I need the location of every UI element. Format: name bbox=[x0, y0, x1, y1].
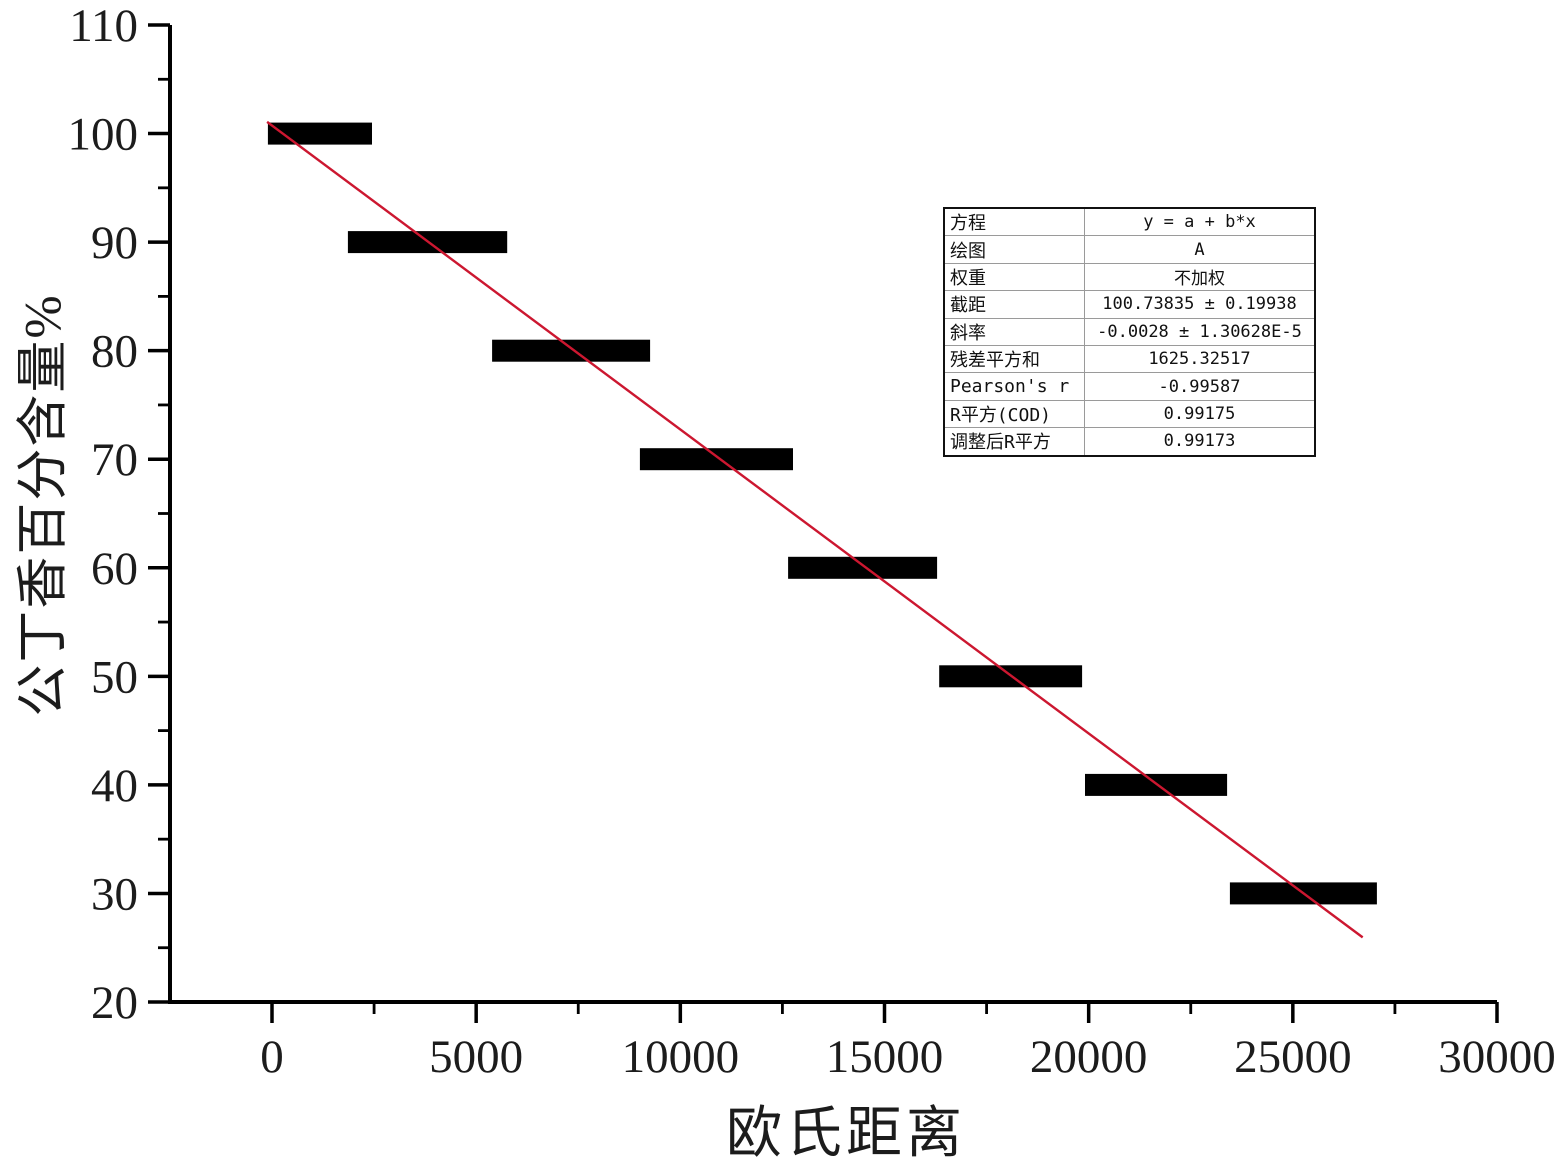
table-row-adj-r-squared: 调整后R平方 0.99173 bbox=[943, 427, 1316, 457]
y-tick-label: 90 bbox=[91, 217, 138, 269]
stat-value: A bbox=[1084, 235, 1316, 264]
table-row-r-squared: R平方(COD) 0.99175 bbox=[943, 399, 1316, 429]
stat-label: 残差平方和 bbox=[943, 344, 1085, 374]
stat-label: R平方(COD) bbox=[943, 399, 1085, 429]
stat-value: 0.99173 bbox=[1084, 427, 1316, 457]
stat-value: y = a + b*x bbox=[1084, 207, 1316, 237]
stat-label: 方程 bbox=[943, 207, 1085, 237]
x-tick-label: 5000 bbox=[429, 1031, 523, 1083]
data-point-bar bbox=[639, 448, 793, 471]
stat-label: 截距 bbox=[943, 290, 1085, 319]
y-tick-label: 50 bbox=[91, 651, 138, 703]
x-axis-title: 欧氏距离 bbox=[726, 1103, 966, 1161]
table-row-equation: 方程 y = a + b*x bbox=[943, 207, 1316, 237]
x-tick-label: 0 bbox=[260, 1031, 284, 1083]
stat-value: -0.0028 ± 1.30628E-5 bbox=[1084, 317, 1316, 346]
fit-line bbox=[266, 120, 1364, 939]
table-row-intercept: 截距 100.73835 ± 0.19938 bbox=[943, 290, 1316, 319]
table-row-residual-ss: 残差平方和 1625.32517 bbox=[943, 344, 1316, 374]
stat-value: 不加权 bbox=[1084, 262, 1316, 292]
stat-label: Pearson's r bbox=[943, 372, 1085, 401]
y-tick-label: 100 bbox=[68, 109, 139, 161]
table-row-slope: 斜率 -0.0028 ± 1.30628E-5 bbox=[943, 317, 1316, 346]
regression-stats-table: 方程 y = a + b*x 绘图 A 权重 不加权 截距 100.73835 … bbox=[943, 207, 1316, 457]
y-axis-title: 公丁香百分含量% bbox=[15, 293, 73, 717]
x-tick-label: 25000 bbox=[1234, 1031, 1352, 1083]
table-row-weight: 权重 不加权 bbox=[943, 262, 1316, 292]
x-tick-label: 30000 bbox=[1438, 1031, 1556, 1083]
stat-label: 绘图 bbox=[943, 235, 1085, 264]
table-row-pearsons-r: Pearson's r -0.99587 bbox=[943, 372, 1316, 401]
x-tick-label: 15000 bbox=[826, 1031, 944, 1083]
table-row-plot: 绘图 A bbox=[943, 235, 1316, 264]
stat-value: 1625.32517 bbox=[1084, 344, 1316, 374]
x-tick-label: 10000 bbox=[622, 1031, 740, 1083]
y-tick-label: 60 bbox=[91, 543, 138, 595]
y-tick-label: 20 bbox=[91, 977, 138, 1029]
x-tick-label: 20000 bbox=[1030, 1031, 1148, 1083]
stat-label: 调整后R平方 bbox=[943, 427, 1085, 457]
stat-value: 0.99175 bbox=[1084, 399, 1316, 429]
stat-value: 100.73835 ± 0.19938 bbox=[1084, 290, 1316, 319]
stat-label: 斜率 bbox=[943, 317, 1085, 346]
data-point-bar bbox=[267, 122, 372, 145]
stat-value: -0.99587 bbox=[1084, 372, 1316, 401]
data-point-bar bbox=[788, 556, 938, 579]
y-tick-label: 30 bbox=[91, 868, 138, 920]
y-tick-label: 110 bbox=[69, 0, 138, 52]
y-tick-label: 40 bbox=[91, 760, 138, 812]
stat-label: 权重 bbox=[943, 262, 1085, 292]
y-tick-label: 80 bbox=[91, 326, 138, 378]
y-tick-label: 70 bbox=[91, 434, 138, 486]
data-point-bar bbox=[492, 339, 651, 362]
